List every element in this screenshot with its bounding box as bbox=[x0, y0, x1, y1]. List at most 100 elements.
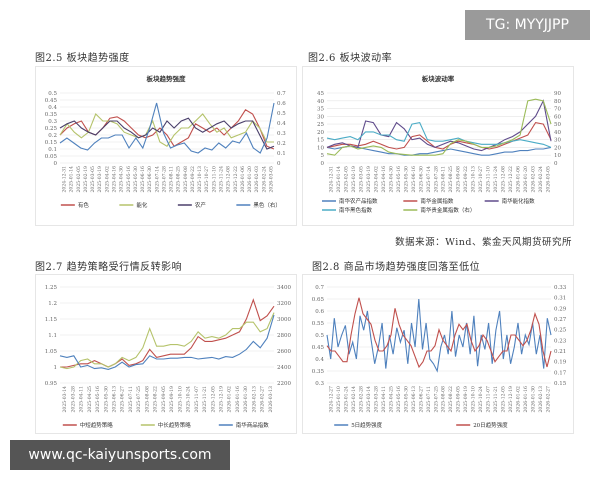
series-line bbox=[59, 312, 275, 370]
x-tick-label: 2025-11-07 bbox=[194, 386, 200, 413]
x-tick-label: 2026-01-06 bbox=[240, 166, 246, 193]
legend-label: 南华黑色指数 bbox=[339, 206, 373, 214]
x-tick-label: 2025-06-13 bbox=[411, 386, 417, 413]
chart-2-5: 板块趋势强度 0 0.05 0.1 0.15 0.2 0.25 0.3 0.35 0.4 0.45 0… bbox=[35, 66, 297, 226]
x-tick-label: 2025-04-30 bbox=[388, 166, 394, 193]
x-tick-label: 2025-05-16 bbox=[396, 386, 402, 413]
y-tick-label: 1 bbox=[54, 365, 58, 371]
x-tick-label: 2025-08-08 bbox=[441, 386, 447, 413]
x-tick-label: 2026-01-30 bbox=[530, 386, 536, 413]
y2-tick-label: 3200 bbox=[277, 301, 291, 307]
y2-tick-label: 10 bbox=[554, 153, 561, 159]
x-tick-label: 2025-02-05 bbox=[76, 166, 82, 193]
y2-tick-label: 0.7 bbox=[277, 91, 286, 97]
y-tick-label: 1.05 bbox=[45, 349, 58, 355]
series-line bbox=[326, 98, 552, 156]
y2-tick-label: 0.15 bbox=[554, 381, 567, 387]
x-tick-label: 2025-04-11 bbox=[381, 386, 387, 413]
y2-tick-label: 0.25 bbox=[554, 328, 567, 334]
y2-tick-label: 80 bbox=[554, 99, 561, 105]
y-tick-label: 0.65 bbox=[312, 297, 325, 303]
x-tick-label: 2026-03-05 bbox=[268, 166, 274, 193]
x-tick-label: 2025-10-10 bbox=[177, 386, 183, 413]
y2-tick-label: 3000 bbox=[277, 317, 291, 323]
y-tick-label: 0.5 bbox=[315, 333, 324, 339]
x-tick-label: 2024-12-31 bbox=[62, 166, 68, 193]
x-tick-label: 2025-07-14 bbox=[426, 166, 432, 193]
x-tick-label: 2025-06-16 bbox=[140, 166, 146, 193]
x-tick-label: 2025-06-27 bbox=[120, 386, 126, 413]
x-tick-label: 2025-07-14 bbox=[154, 166, 160, 193]
figure-caption-2-7: 图2.7 趋势策略受行情反转影响 bbox=[35, 262, 183, 273]
x-tick-label: 2025-03-05 bbox=[359, 166, 365, 193]
y-tick-label: 5 bbox=[321, 153, 325, 159]
x-tick-label: 2026-01-16 bbox=[523, 386, 529, 413]
x-tick-label: 2025-09-05 bbox=[161, 386, 167, 413]
x-tick-label: 2025-03-14 bbox=[366, 386, 372, 413]
y-tick-label: 0.4 bbox=[315, 357, 324, 363]
x-tick-label: 2025-10-24 bbox=[186, 386, 192, 413]
x-tick-label: 2025-06-30 bbox=[418, 166, 424, 193]
x-tick-label: 2025-05-16 bbox=[126, 166, 132, 193]
y-tick-label: 20 bbox=[317, 130, 324, 136]
x-tick-label: 2025-02-14 bbox=[351, 386, 357, 413]
x-tick-label: 2025-03-05 bbox=[90, 166, 96, 193]
x-tick-label: 2026-02-03 bbox=[530, 166, 536, 193]
x-tick-label: 2025-08-08 bbox=[144, 386, 150, 413]
x-tick-label: 2025-03-14 bbox=[62, 386, 68, 413]
chart-2-6-svg: 板块波动率05101520253035404501020304050607080… bbox=[317, 74, 561, 214]
x-tick-label: 2025-09-19 bbox=[169, 386, 175, 413]
x-tick-label: 2025-07-25 bbox=[433, 386, 439, 413]
y2-tick-label: 70 bbox=[554, 107, 561, 113]
y-tick-label: 0.35 bbox=[312, 369, 325, 375]
x-tick-label: 2026-03-05 bbox=[545, 166, 551, 193]
y2-tick-label: 0.2 bbox=[277, 141, 286, 147]
legend-label: 黑色（右） bbox=[253, 201, 281, 209]
y2-tick-label: 2400 bbox=[277, 365, 291, 371]
x-tick-label: 2026-01-20 bbox=[523, 166, 529, 193]
x-tick-label: 2026-02-27 bbox=[260, 386, 266, 413]
legend-label: 南华能化指数 bbox=[502, 197, 536, 205]
figure-caption-2-6: 图2.6 板块波动率 bbox=[308, 53, 393, 64]
x-tick-label: 2025-04-25 bbox=[87, 386, 93, 413]
y2-tick-label: 0.6 bbox=[277, 101, 286, 107]
x-tick-label: 2025-07-28 bbox=[161, 166, 167, 193]
x-tick-label: 2025-03-19 bbox=[366, 166, 372, 193]
y-tick-label: 45 bbox=[317, 91, 324, 97]
series-line bbox=[326, 298, 552, 373]
x-tick-label: 2025-02-28 bbox=[359, 386, 365, 413]
x-tick-label: 2025-01-24 bbox=[344, 386, 350, 413]
x-tick-label: 2024-12-31 bbox=[329, 166, 335, 193]
x-tick-label: 2025-05-16 bbox=[95, 386, 101, 413]
x-tick-label: 2026-03-13 bbox=[268, 386, 274, 413]
x-tick-label: 2025-03-19 bbox=[97, 166, 103, 193]
y-tick-label: 0.3 bbox=[48, 119, 57, 125]
series-line bbox=[326, 121, 552, 148]
x-tick-label: 2025-04-02 bbox=[104, 166, 110, 193]
x-tick-label: 2025-12-22 bbox=[508, 166, 514, 193]
x-tick-label: 2025-10-13 bbox=[197, 166, 203, 193]
x-tick-label: 2025-08-25 bbox=[448, 166, 454, 193]
series-line bbox=[59, 102, 275, 154]
y-tick-label: 0.95 bbox=[45, 381, 58, 387]
x-tick-label: 2025-12-22 bbox=[233, 166, 239, 193]
x-tick-label: 2025-12-08 bbox=[500, 166, 506, 193]
y-tick-label: 0.3 bbox=[315, 381, 324, 387]
legend-label: 农产 bbox=[195, 201, 207, 209]
y2-tick-label: 2600 bbox=[277, 349, 291, 355]
x-tick-label: 2025-10-10 bbox=[471, 386, 477, 413]
series-line bbox=[60, 298, 275, 368]
x-tick-label: 2025-03-28 bbox=[70, 386, 76, 413]
legend-label: 有色 bbox=[78, 201, 90, 209]
x-tick-label: 2025-11-24 bbox=[219, 166, 225, 193]
y-tick-label: 10 bbox=[317, 145, 324, 151]
y2-tick-label: 0 bbox=[277, 161, 281, 167]
x-tick-label: 2025-09-19 bbox=[463, 386, 469, 413]
x-tick-label: 2025-04-30 bbox=[119, 166, 125, 193]
y2-tick-label: 0.23 bbox=[554, 338, 567, 344]
series-line bbox=[59, 113, 274, 147]
x-tick-label: 2026-02-27 bbox=[545, 386, 551, 413]
legend-label: 南华贵金属指数（右） bbox=[420, 206, 475, 214]
y-tick-label: 0.6 bbox=[315, 309, 324, 315]
x-tick-label: 2026-02-13 bbox=[538, 386, 544, 413]
